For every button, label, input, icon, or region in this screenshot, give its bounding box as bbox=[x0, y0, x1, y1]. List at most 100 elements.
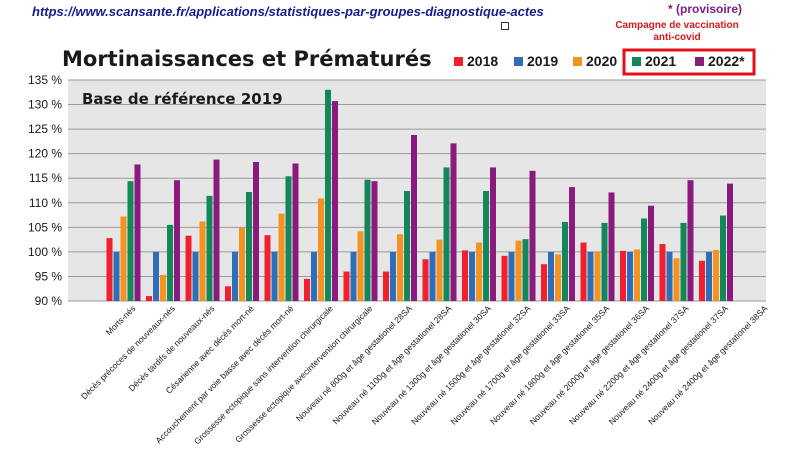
bars bbox=[106, 89, 733, 302]
vaccination-note-line1: Campagne de vaccination bbox=[615, 20, 739, 31]
bar-2018 bbox=[304, 278, 310, 301]
bar-2022 bbox=[292, 163, 299, 301]
bar-2018 bbox=[659, 244, 666, 301]
bar-2021 bbox=[562, 221, 568, 301]
y-tick-label: 120 % bbox=[28, 147, 62, 161]
bar-2018 bbox=[699, 260, 705, 301]
bar-2018 bbox=[580, 242, 587, 301]
bar-2022 bbox=[727, 183, 733, 301]
bar-2022 bbox=[411, 135, 417, 301]
x-tick-label: Grossesse ectopique avecintervention chi… bbox=[233, 303, 375, 445]
bar-2022 bbox=[253, 162, 259, 301]
bar-2019 bbox=[113, 251, 120, 301]
bar-2020 bbox=[160, 274, 166, 301]
bar-2020 bbox=[199, 221, 206, 301]
bar-2021 bbox=[601, 222, 608, 301]
bar-2020 bbox=[476, 242, 482, 301]
bar-2022 bbox=[332, 101, 338, 302]
url-path: .fr/applications/statistiques-par-groupe… bbox=[172, 4, 544, 19]
bar-2022 bbox=[371, 181, 378, 301]
y-tick-label: 95 % bbox=[35, 269, 63, 283]
legend-label-2018: 2018 bbox=[467, 53, 498, 69]
bar-2019 bbox=[311, 251, 317, 301]
legend-swatch-2018 bbox=[454, 57, 463, 66]
bar-2018 bbox=[541, 264, 547, 301]
provisional-note: * (provisoire) bbox=[668, 2, 743, 16]
legend-swatch-2021 bbox=[632, 57, 641, 66]
legend-label-2022: 2022* bbox=[708, 53, 745, 69]
bar-2022 bbox=[569, 187, 575, 301]
bar-2021 bbox=[285, 176, 292, 301]
bar-2018 bbox=[185, 235, 192, 301]
bar-2019 bbox=[429, 251, 436, 301]
bar-2021 bbox=[127, 181, 134, 301]
bar-2019 bbox=[508, 251, 515, 301]
y-tick-labels: 90 % 95 % 100 % 105 % 110 % 115 % 120 % 125 % 13… bbox=[28, 73, 62, 308]
bar-2018 bbox=[383, 271, 389, 301]
y-tick-label: 110 % bbox=[29, 196, 62, 210]
legend-label-2019: 2019 bbox=[527, 53, 558, 69]
legend-label-2021: 2021 bbox=[645, 53, 676, 69]
bar-2020 bbox=[436, 239, 443, 301]
url-host: //www.scansante bbox=[68, 4, 173, 19]
bar-2018 bbox=[146, 296, 152, 301]
bar-2022 bbox=[608, 192, 615, 301]
bar-2021 bbox=[443, 167, 450, 301]
bar-2020 bbox=[357, 231, 364, 301]
chart-title: Mortinaissances et Prématurés bbox=[62, 47, 432, 71]
bar-2019 bbox=[232, 251, 238, 301]
bar-2019 bbox=[350, 251, 357, 301]
bar-2022 bbox=[648, 205, 654, 301]
y-tick-label: 115 % bbox=[29, 171, 62, 185]
bar-2021 bbox=[167, 224, 173, 301]
bar-2022 bbox=[134, 164, 141, 301]
legend-label-2020: 2020 bbox=[586, 53, 617, 69]
bar-2021 bbox=[483, 190, 489, 301]
bar-2020 bbox=[515, 240, 522, 301]
bar-2021 bbox=[404, 190, 410, 301]
legend-swatch-2022 bbox=[695, 57, 704, 66]
y-tick-label: 125 % bbox=[28, 122, 62, 136]
bar-2018 bbox=[501, 255, 508, 301]
legend: 2018 2019 2020 2021 2022* bbox=[454, 53, 745, 69]
bar-2020 bbox=[397, 234, 403, 301]
y-tick-label: 90 % bbox=[35, 294, 63, 308]
bar-2019 bbox=[548, 251, 554, 301]
bar-2021 bbox=[641, 218, 647, 301]
y-tick-label: 135 % bbox=[28, 73, 62, 87]
x-tick-label: Accouchement par voie basse avec décès m… bbox=[153, 303, 295, 445]
bar-2021 bbox=[720, 215, 726, 301]
bar-2018 bbox=[264, 235, 271, 301]
bar-2021 bbox=[325, 89, 331, 301]
bar-2020 bbox=[713, 249, 719, 301]
legend-swatch-2019 bbox=[514, 57, 523, 66]
y-tick-label: 130 % bbox=[28, 98, 62, 112]
bar-2022 bbox=[450, 143, 457, 301]
bar-2019 bbox=[627, 251, 633, 301]
bar-2020 bbox=[278, 213, 285, 301]
bar-2019 bbox=[587, 251, 594, 301]
bar-2021 bbox=[680, 222, 687, 301]
bar-2019 bbox=[706, 251, 712, 301]
bar-2020 bbox=[318, 198, 324, 301]
bar-2018 bbox=[106, 238, 113, 301]
bar-2020 bbox=[239, 227, 245, 301]
bar-2020 bbox=[555, 254, 561, 301]
bar-2022 bbox=[687, 180, 694, 301]
bar-2018 bbox=[462, 250, 468, 301]
bar-2022 bbox=[529, 170, 536, 301]
bar-2022 bbox=[213, 159, 220, 301]
bar-2019 bbox=[390, 251, 396, 301]
x-tick-label: Grossesse ectopique sans intervention ch… bbox=[192, 303, 335, 446]
bar-2022 bbox=[174, 180, 180, 301]
bar-2019 bbox=[666, 251, 673, 301]
highlight-box bbox=[622, 48, 756, 76]
source-url[interactable]: https://www.scansante.fr/applications/st… bbox=[32, 4, 544, 19]
bar-2020 bbox=[634, 249, 640, 301]
bar-2018 bbox=[343, 271, 350, 301]
bar-2019 bbox=[469, 251, 475, 301]
bar-2021 bbox=[206, 195, 213, 301]
bar-2021 bbox=[246, 191, 252, 301]
